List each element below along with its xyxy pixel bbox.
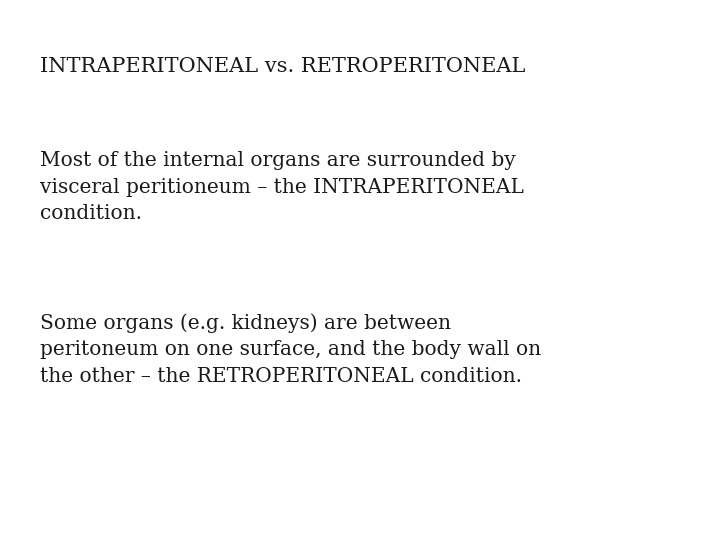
Text: Some organs (e.g. kidneys) are between
peritoneum on one surface, and the body w: Some organs (e.g. kidneys) are between p… <box>40 313 541 386</box>
Text: Most of the internal organs are surrounded by
visceral peritioneum – the INTRAPE: Most of the internal organs are surround… <box>40 151 523 223</box>
Text: INTRAPERITONEAL vs. RETROPERITONEAL: INTRAPERITONEAL vs. RETROPERITONEAL <box>40 57 525 76</box>
